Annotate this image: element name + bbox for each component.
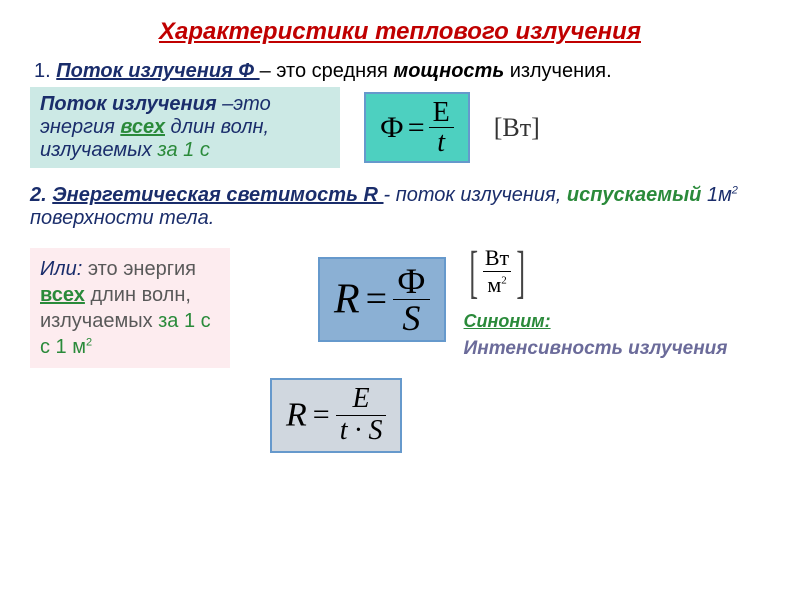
row-flux: Поток излучения –это энергия всех длин в… [30, 87, 770, 168]
sup: 2 [732, 184, 738, 196]
text: Или: [40, 258, 88, 280]
equals: = [404, 111, 429, 144]
text: это энергия [88, 258, 196, 280]
term-flux: Поток излучения Ф [56, 60, 259, 82]
section-1: 1. Поток излучения Ф – это средняя мощно… [30, 60, 770, 168]
numerator: E [336, 384, 387, 416]
item-number: 2. [30, 184, 52, 206]
numerator: Ф [393, 263, 429, 300]
formula-R2: R=Et · S [270, 378, 402, 453]
denominator: S [393, 300, 429, 336]
synonym-label: Синоним: [464, 311, 728, 332]
equals: = [307, 398, 336, 431]
intensity-label: Интенсивность излучения [464, 338, 728, 360]
text-all: всех [120, 116, 165, 138]
formula-R: R=ФS [318, 257, 446, 342]
section-2: 2. Энергетическая светимость R - поток и… [30, 184, 770, 463]
var-R: R [334, 276, 360, 322]
unit-watt: [Вт] [494, 113, 540, 143]
row-luminosity: Или: это энергия всех длин волн, излучае… [30, 248, 770, 463]
item-number: 1. [34, 60, 51, 82]
term-luminosity: Энергетическая светимость R [52, 184, 383, 206]
unit-w-m2: [Втм2] [464, 238, 728, 305]
fraction: Et [429, 98, 454, 158]
note-luminosity: Или: это энергия всех длин волн, излучае… [30, 248, 230, 368]
numerator: Вт [483, 245, 511, 272]
formula-flux: Ф=Et [364, 92, 470, 164]
text-emitted: испускаемый [567, 184, 702, 206]
denominator: м2 [483, 272, 511, 298]
text-power: мощность [393, 60, 504, 82]
text: Поток излучения [40, 93, 222, 115]
bracket-l: [ [469, 238, 478, 305]
text-all: всех [40, 284, 85, 306]
slide-title: Характеристики теплового излучения [30, 18, 770, 46]
definition-1: 1. Поток излучения Ф – это средняя мощно… [30, 60, 770, 83]
bracket-r: ] [516, 238, 525, 305]
text-time: за 1 с [157, 139, 209, 161]
denominator: t · S [336, 416, 387, 447]
var-phi: Ф [380, 111, 404, 144]
var-R: R [286, 396, 307, 433]
text: – это средняя [260, 60, 394, 82]
text: - поток излучения, [384, 184, 567, 206]
fraction: Et · S [336, 384, 387, 447]
equals: = [360, 278, 393, 320]
numerator: E [429, 98, 454, 128]
denominator: t [429, 128, 454, 157]
sup: 2 [86, 336, 92, 348]
formula-column: R=ФS [Втм2] Синоним: Интенсивность излуч… [250, 238, 727, 453]
text: 1м [701, 184, 731, 206]
definition-2: 2. Энергетическая светимость R - поток и… [30, 184, 770, 230]
text: излучения. [504, 60, 612, 82]
fraction: Втм2 [483, 245, 511, 298]
right-info: [Втм2] Синоним: Интенсивность излучения [464, 238, 728, 360]
note-flux: Поток излучения –это энергия всех длин в… [30, 87, 340, 168]
fraction: ФS [393, 263, 429, 336]
text: поверхности тела. [30, 207, 214, 229]
formula-R-row: R=ФS [Втм2] Синоним: Интенсивность излуч… [250, 238, 727, 360]
